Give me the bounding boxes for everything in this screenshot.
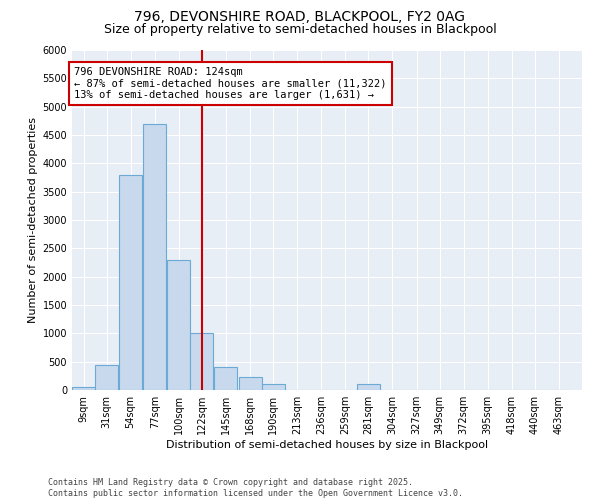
Y-axis label: Number of semi-detached properties: Number of semi-detached properties [28, 117, 38, 323]
Text: Size of property relative to semi-detached houses in Blackpool: Size of property relative to semi-detach… [104, 22, 496, 36]
Bar [262, 384, 284, 390]
Bar [214, 368, 238, 390]
Bar [190, 334, 214, 390]
Bar [239, 377, 262, 390]
Bar [119, 174, 142, 390]
Bar [95, 364, 118, 390]
Text: 796 DEVONSHIRE ROAD: 124sqm
← 87% of semi-detached houses are smaller (11,322)
1: 796 DEVONSHIRE ROAD: 124sqm ← 87% of sem… [74, 67, 386, 100]
Bar [72, 387, 95, 390]
Text: Contains HM Land Registry data © Crown copyright and database right 2025.
Contai: Contains HM Land Registry data © Crown c… [48, 478, 463, 498]
Text: 796, DEVONSHIRE ROAD, BLACKPOOL, FY2 0AG: 796, DEVONSHIRE ROAD, BLACKPOOL, FY2 0AG [134, 10, 466, 24]
Bar [143, 124, 166, 390]
Bar [167, 260, 190, 390]
Bar [357, 384, 380, 390]
X-axis label: Distribution of semi-detached houses by size in Blackpool: Distribution of semi-detached houses by … [166, 440, 488, 450]
